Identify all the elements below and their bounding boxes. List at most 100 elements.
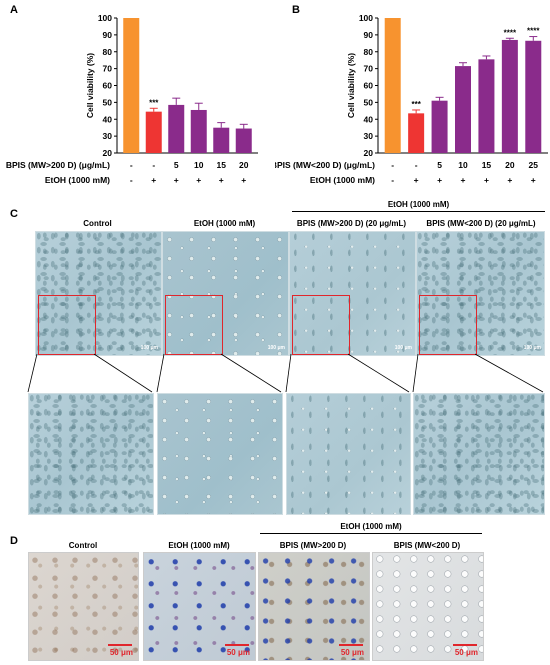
x-row2-label: - bbox=[130, 175, 133, 185]
x-row1-label: 25 bbox=[529, 160, 539, 170]
scale-bar bbox=[225, 644, 249, 646]
scale-label: 100 μm bbox=[523, 345, 541, 351]
caption-c-etoh: EtOH (1000 mM) bbox=[193, 219, 256, 228]
zoom-box bbox=[165, 295, 223, 355]
y-tick-label: 30 bbox=[103, 131, 113, 141]
y-tick-label: 20 bbox=[364, 148, 374, 158]
zoom-connectors bbox=[27, 353, 544, 393]
stain-d-bpis-low: 50 μm bbox=[372, 552, 484, 661]
x-row2-label: - bbox=[391, 175, 394, 185]
scale-bar bbox=[339, 644, 363, 646]
bar bbox=[501, 39, 518, 153]
stain-d-bpis-high: 50 μm bbox=[258, 552, 370, 661]
y-tick-label: 100 bbox=[359, 13, 373, 23]
zoom-c-control bbox=[28, 393, 154, 515]
caption-d-etoh: EtOH (1000 mM) bbox=[168, 541, 230, 550]
x-row2-label: + bbox=[241, 175, 246, 185]
group-bracket-d bbox=[260, 533, 482, 534]
significance-label: **** bbox=[527, 27, 540, 36]
bar bbox=[168, 104, 185, 153]
group-label-c: EtOH (1000 mM) bbox=[387, 200, 450, 209]
x-row1-label: 5 bbox=[437, 160, 442, 170]
group-bracket-c bbox=[292, 211, 545, 212]
y-tick-label: 60 bbox=[103, 81, 113, 91]
x-row2-label: + bbox=[151, 175, 156, 185]
y-axis-label: Cell viability (%) bbox=[346, 53, 356, 118]
y-tick-label: 100 bbox=[98, 13, 112, 23]
x-row2-label: + bbox=[484, 175, 489, 185]
scale-label: 100 μm bbox=[267, 345, 285, 351]
x-row2-label: + bbox=[174, 175, 179, 185]
caption-d-bpis-high: BPIS (MW>200 D) bbox=[279, 541, 347, 550]
x-row2-label: + bbox=[414, 175, 419, 185]
scale-label: 50 μm bbox=[109, 648, 133, 657]
y-tick-label: 50 bbox=[103, 97, 113, 107]
y-tick-label: 40 bbox=[103, 114, 113, 124]
caption-c-bpis-high: BPIS (MW>200 D) (20 μg/mL) bbox=[296, 219, 407, 228]
micrograph-c-control: 100 μm bbox=[35, 231, 162, 356]
scale-label: 50 μm bbox=[340, 648, 364, 657]
row2-title: EtOH (1000 mM) bbox=[310, 175, 375, 185]
x-row1-label: 20 bbox=[239, 160, 249, 170]
y-tick-label: 20 bbox=[103, 148, 113, 158]
x-row1-label: - bbox=[152, 160, 155, 170]
x-row1-label: 10 bbox=[194, 160, 204, 170]
caption-d-bpis-low: BPIS (MW<200 D) bbox=[393, 541, 461, 550]
zoom-box bbox=[419, 295, 477, 355]
x-row2-label: + bbox=[219, 175, 224, 185]
x-row2-label: + bbox=[196, 175, 201, 185]
zoom-box bbox=[292, 295, 350, 355]
panel-letter-d: D bbox=[10, 535, 18, 547]
significance-label: *** bbox=[149, 98, 159, 107]
bar bbox=[123, 18, 140, 153]
scale-label: 100 μm bbox=[394, 345, 412, 351]
x-row1-label: 10 bbox=[458, 160, 468, 170]
x-row1-label: 20 bbox=[505, 160, 515, 170]
zoom-c-bpis-high bbox=[286, 393, 411, 515]
x-row2-label: + bbox=[531, 175, 536, 185]
bar bbox=[235, 128, 252, 153]
panel-letter-b: B bbox=[292, 4, 300, 16]
stain-d-etoh: 50 μm bbox=[143, 552, 256, 661]
significance-label: **** bbox=[504, 28, 517, 37]
x-row2-label: + bbox=[461, 175, 466, 185]
y-axis-label: Cell viability (%) bbox=[85, 53, 95, 118]
bar bbox=[384, 18, 401, 153]
stain-d-control: 50 μm bbox=[28, 552, 139, 661]
micrograph-c-bpis-low: 100 μm bbox=[416, 231, 545, 356]
bar bbox=[478, 59, 495, 153]
scale-label: 50 μm bbox=[454, 648, 478, 657]
scale-label: 50 μm bbox=[226, 648, 250, 657]
y-tick-label: 40 bbox=[364, 114, 374, 124]
bar bbox=[408, 113, 425, 153]
y-tick-label: 90 bbox=[364, 30, 374, 40]
y-tick-label: 50 bbox=[364, 97, 374, 107]
caption-d-control: Control bbox=[68, 541, 98, 550]
x-row1-label: - bbox=[130, 160, 133, 170]
caption-c-bpis-low: BPIS (MW<200 D) (20 μg/mL) bbox=[426, 219, 536, 228]
x-row1-label: 5 bbox=[174, 160, 179, 170]
row1-title: BPIS (MW>200 D) (μg/mL) bbox=[6, 160, 110, 170]
zoom-box bbox=[38, 295, 96, 355]
chart-b: 20 30 40 50 60 70 80 90 100 Cell viability (%) - - *… bbox=[275, 13, 548, 185]
row2-title: EtOH (1000 mM) bbox=[45, 175, 110, 185]
panel-letter-c: C bbox=[10, 208, 18, 220]
bar bbox=[431, 100, 448, 153]
zoom-c-bpis-low bbox=[413, 393, 545, 515]
x-row1-label: - bbox=[415, 160, 418, 170]
significance-label: *** bbox=[411, 100, 421, 109]
x-row1-label: 15 bbox=[482, 160, 492, 170]
row1-title: BPIS (MW<200 D) (μg/mL) bbox=[275, 160, 375, 170]
x-row2-label: + bbox=[507, 175, 512, 185]
zoom-c-etoh bbox=[157, 393, 283, 515]
scale-bar bbox=[453, 644, 477, 646]
y-tick-label: 70 bbox=[364, 64, 374, 74]
panel-letter-a: A bbox=[10, 4, 18, 16]
y-tick-label: 80 bbox=[103, 47, 113, 57]
bar bbox=[213, 127, 230, 153]
x-row1-label: 15 bbox=[217, 160, 227, 170]
scale-bar bbox=[108, 644, 132, 646]
x-row2-label: + bbox=[437, 175, 442, 185]
y-tick-label: 70 bbox=[103, 64, 113, 74]
y-tick-label: 90 bbox=[103, 30, 113, 40]
